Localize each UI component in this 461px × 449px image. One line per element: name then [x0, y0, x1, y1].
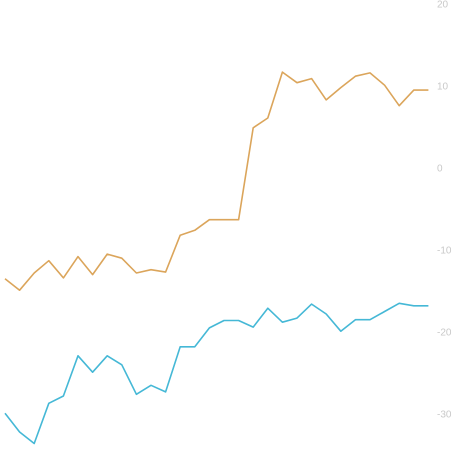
series-line-1 [4, 71, 429, 292]
y-tick-label: 0 [437, 164, 443, 175]
series-line-2 [4, 302, 429, 445]
y-tick-label: -10 [437, 246, 452, 257]
y-tick-label: 20 [437, 0, 449, 11]
y-tick-label: -20 [437, 328, 452, 339]
y-tick-label: 10 [437, 82, 449, 93]
y-tick-label: -30 [437, 410, 452, 421]
